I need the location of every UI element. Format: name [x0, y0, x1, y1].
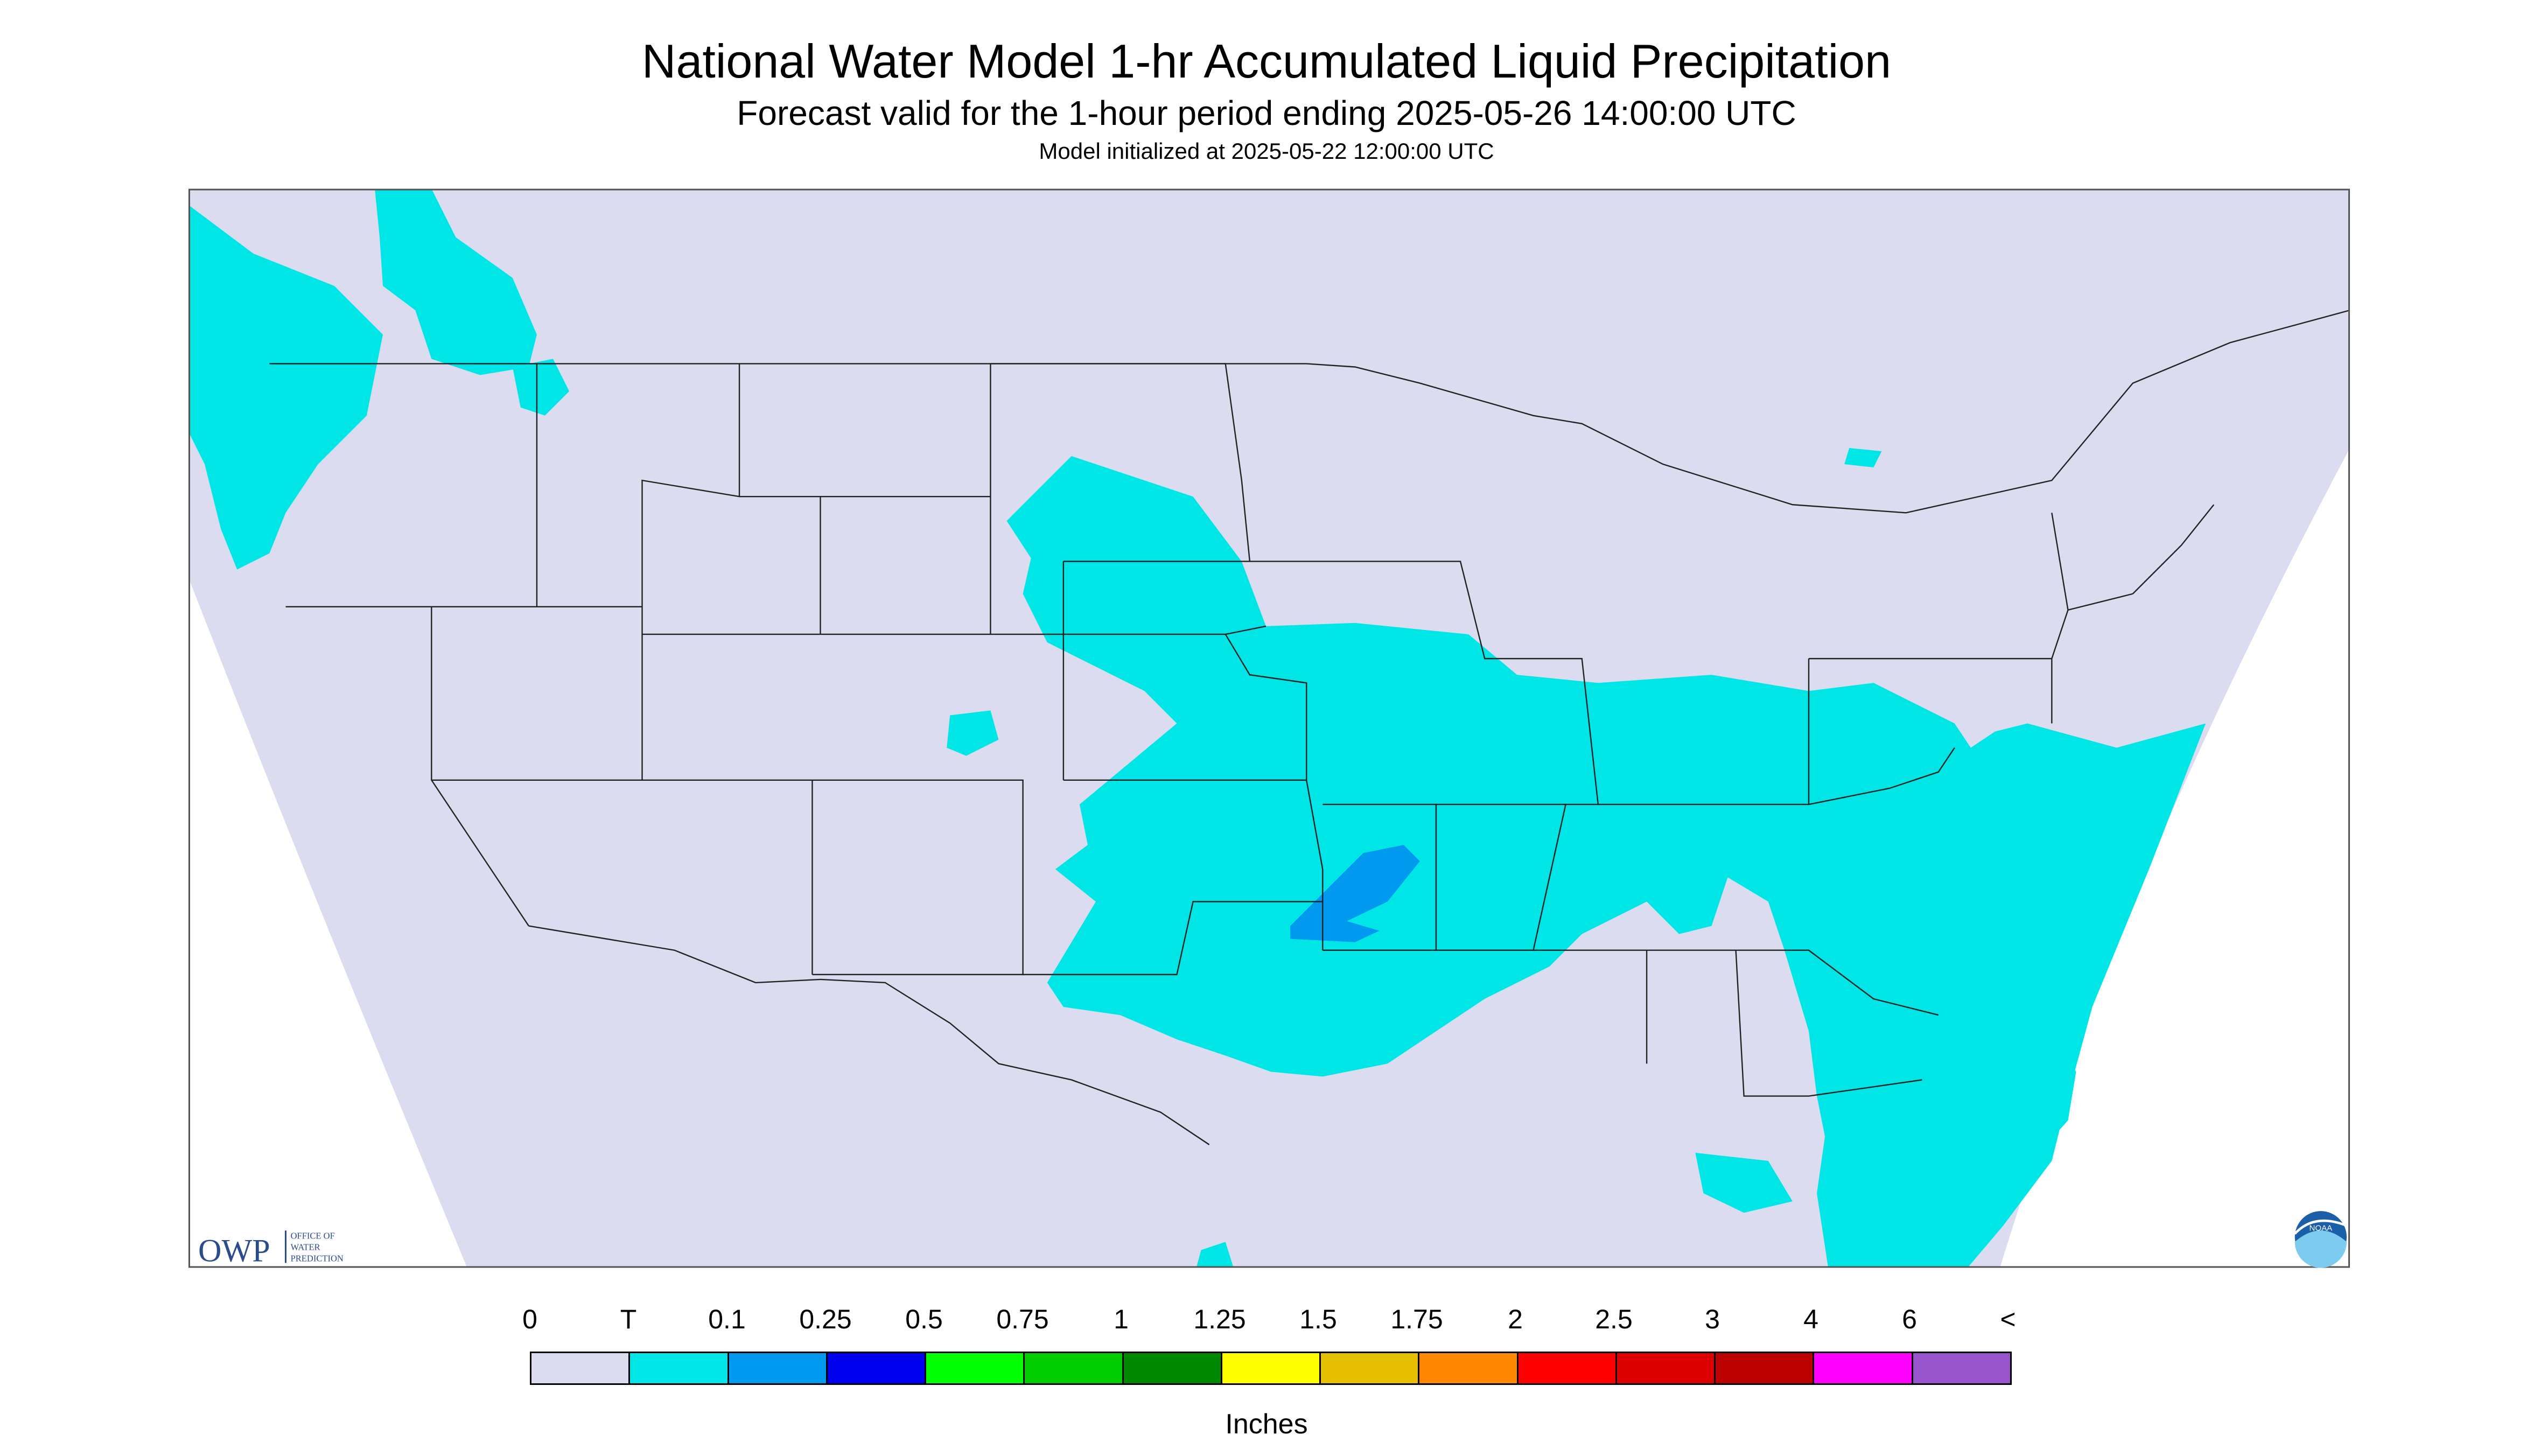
precip-great-lakes: [1844, 447, 1882, 468]
precip-gulf-florida: [1914, 1015, 2076, 1194]
state-borders: [269, 310, 2350, 1145]
legend-swatch: [1025, 1353, 1124, 1383]
legend-label: T: [620, 1304, 637, 1334]
map-title: National Water Model 1-hr Accumulated Li…: [641, 34, 1892, 88]
legend-swatch: [827, 1353, 927, 1383]
noaa-logo-text: NOAA: [2310, 1223, 2333, 1233]
legend-label: 2: [1508, 1304, 1523, 1334]
noaa-logo: NOAA: [2294, 1211, 2347, 1268]
legend-label: 1.75: [1390, 1304, 1443, 1334]
state-grid-central: [990, 363, 1599, 976]
legend-label: 1: [1114, 1304, 1129, 1334]
legend-swatch: [1814, 1353, 1913, 1383]
legend-label: 4: [1803, 1304, 1818, 1334]
precip-gulf-mexico-tip: [1196, 1242, 1234, 1268]
legend-swatch: [630, 1353, 729, 1383]
legend-label: 0.5: [905, 1304, 943, 1334]
precip-northern-rockies: [512, 359, 570, 416]
noaa-logo-gull: [2294, 1219, 2347, 1235]
owp-logo-sub-3: PREDICTION: [291, 1253, 344, 1263]
legend-label: 2.5: [1595, 1304, 1633, 1334]
map-subtitle: Forecast valid for the 1-hour period end…: [737, 94, 1796, 132]
legend-label: 1.5: [1299, 1304, 1337, 1334]
legend-swatch: [1518, 1353, 1617, 1383]
legend-label: 3: [1705, 1304, 1720, 1334]
legend-swatch: [1321, 1353, 1420, 1383]
precip-light-areas: [188, 188, 2206, 1268]
legend-swatch: [1913, 1353, 2010, 1383]
noaa-logo-wave: [2294, 1230, 2347, 1268]
legend-swatch: [926, 1353, 1025, 1383]
state-grid-west: [285, 363, 1065, 976]
legend-swatch: [1222, 1353, 1321, 1383]
precip-colorado-patch: [947, 710, 999, 756]
precipitation-map: OWP OFFICE OF WATER PREDICTION NOAA: [188, 188, 2350, 1268]
legend-swatch: [1716, 1353, 1815, 1383]
canada-us-border: [269, 310, 2350, 514]
legend-swatch: [1617, 1353, 1716, 1383]
legend-unit: Inches: [1225, 1409, 1308, 1440]
owp-logo-text: OWP: [198, 1233, 270, 1268]
legend-label: 1.25: [1193, 1304, 1246, 1334]
mexico-us-border: [528, 925, 1210, 1145]
legend-swatch: [531, 1353, 631, 1383]
legend-label: 0: [522, 1304, 537, 1334]
legend-swatch: [729, 1353, 828, 1383]
owp-logo-sub-1: OFFICE OF: [291, 1230, 335, 1241]
precip-central-plains: [1006, 456, 2206, 1268]
legend-label: 0.1: [708, 1304, 746, 1334]
legend-swatch: [1419, 1353, 1519, 1383]
map-frame: [188, 188, 2350, 1268]
legend-label: <: [2000, 1304, 2016, 1334]
owp-logo-sub-2: WATER: [291, 1242, 320, 1252]
legend-label: 0.25: [799, 1304, 852, 1334]
precip-pacific-northwest: [188, 205, 383, 570]
owp-logo: OWP OFFICE OF WATER PREDICTION: [198, 1230, 344, 1268]
precip-gulf-south: [1695, 1152, 1793, 1213]
legend-label: 6: [1902, 1304, 1917, 1334]
state-grid-east: [1533, 504, 2215, 1097]
legend-color-bar: [530, 1352, 2012, 1385]
legend-label: 0.75: [996, 1304, 1049, 1334]
legend-swatch: [1123, 1353, 1222, 1383]
legend-labels: 0 T 0.1 0.25 0.5 0.75 1 1.25 1.5 1.75 2 …: [522, 1304, 2099, 1338]
precip-washington-coast: [375, 188, 537, 375]
model-init-time: Model initialized at 2025-05-22 12:00:00…: [1039, 138, 1494, 164]
